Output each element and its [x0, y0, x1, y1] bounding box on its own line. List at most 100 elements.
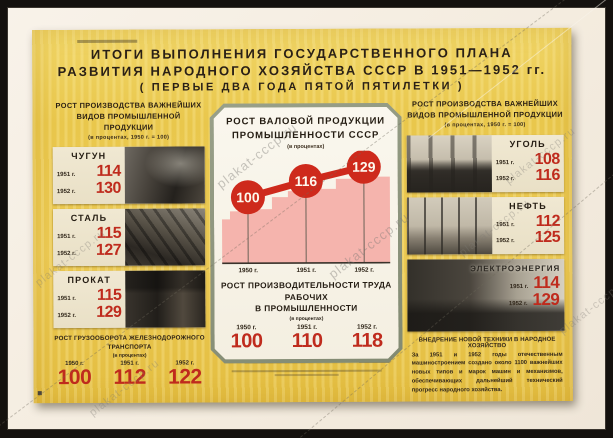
- chart-x-axis: 1950 г. 1951 г. 1952 г.: [218, 267, 394, 278]
- stat-year: 1952 г.: [496, 238, 515, 244]
- stat-block-prokat: ПРОКАТ 1951 г. 115 1952 г. 129: [53, 271, 205, 329]
- gross-output-title-line1: РОСТ ВАЛОВОЙ ПРОДУКЦИИ: [214, 115, 398, 129]
- stat-label: СТАЛЬ 1951 г. 115 1952 г. 127: [53, 209, 125, 266]
- stat-name: ЧУГУН: [56, 151, 122, 161]
- productivity-title-line2: В ПРОМЫШЛЕННОСТИ: [214, 303, 398, 315]
- chart-x-label: 1952 г.: [354, 267, 374, 274]
- stat-year: 1952 г.: [57, 251, 76, 257]
- stat-value: 115: [97, 226, 121, 241]
- stat-row: 1951 г. 112: [495, 214, 561, 229]
- productivity-value: 118: [352, 330, 383, 350]
- stat-value: 112: [536, 214, 560, 229]
- poster-title-line2: РАЗВИТИЯ НАРОДНОГО ХОЗЯЙСТВА СССР В 1951…: [32, 61, 571, 81]
- chart-x-label: 1951 г.: [296, 267, 316, 274]
- left-header-line1: РОСТ ПРОИЗВОДСТВА ВАЖНЕЙШИХ: [52, 101, 204, 112]
- stat-year: 1951 г.: [510, 284, 529, 290]
- rail-transport-values: 1950 г. 100 1951 г. 112 1952 г. 122: [54, 358, 206, 388]
- central-panel-inner: РОСТ ВАЛОВОЙ ПРОДУКЦИИ ПРОМЫШЛЕННОСТИ СС…: [214, 107, 399, 360]
- productivity-value: 100: [231, 331, 263, 351]
- productivity-title-line1: РОСТ ПРОИЗВОДИТЕЛЬНОСТИ ТРУДА РАБОЧИХ: [214, 279, 398, 303]
- stat-value: 108: [535, 152, 560, 167]
- right-header-line2: ВИДОВ ПРОМЫШЛЕННОЙ ПРОДУКЦИИ: [407, 110, 564, 121]
- stat-row: 1951 г. 114: [56, 164, 122, 179]
- stat-row: 1952 г. 129: [56, 304, 122, 319]
- stat-value: 114: [533, 275, 559, 291]
- rail-value: 112: [113, 367, 145, 388]
- chart-node-value: 129: [352, 159, 376, 175]
- stat-name: СТАЛЬ: [56, 213, 122, 223]
- coal-mine-photo: [407, 135, 492, 192]
- stat-value: 125: [535, 230, 560, 245]
- stat-row: 1951 г. 108: [495, 152, 561, 167]
- stat-row: 1952 г. 130: [56, 180, 122, 195]
- productivity-title: РОСТ ПРОИЗВОДИТЕЛЬНОСТИ ТРУДА РАБОЧИХ В …: [214, 279, 398, 315]
- foundry-photo: [125, 147, 205, 204]
- gross-output-title-line2: ПРОМЫШЛЕННОСТИ СССР: [214, 128, 398, 142]
- stat-row: 1952 г. 116: [495, 168, 561, 183]
- page-number-mark: [38, 391, 42, 395]
- rail-value: 122: [168, 366, 202, 387]
- stat-row: 1952 г. 129: [464, 292, 560, 309]
- new-technology-section: ВНЕДРЕНИЕ НОВОЙ ТЕХНИКИ В НАРОДНОЕ ХОЗЯЙ…: [408, 337, 565, 395]
- rail-stat: 1950 г. 100: [58, 361, 92, 388]
- chart-baseline: [222, 263, 390, 264]
- stat-block-ugol: УГОЛЬ 1951 г. 108 1952 г. 116: [407, 135, 564, 193]
- stat-value: 115: [97, 288, 121, 303]
- chart-x-label: 1950 г.: [238, 267, 258, 274]
- productivity-section: РОСТ ПРОИЗВОДИТЕЛЬНОСТИ ТРУДА РАБОЧИХ В …: [214, 279, 398, 351]
- stat-name: ЭЛЕКТРОЭНЕРГИЯ: [464, 264, 560, 273]
- stat-block-elektroenergiya: ЭЛЕКТРОЭНЕРГИЯ 1951 г. 114 1952 г. 129: [407, 259, 564, 332]
- rail-transport-section: РОСТ ГРУЗООБОРОТА ЖЕЛЕЗНОДОРОЖНОГО ТРАНС…: [54, 335, 206, 388]
- new-technology-body: За 1951 и 1952 годы отечественным машино…: [412, 351, 563, 395]
- stat-year: 1952 г.: [496, 176, 515, 182]
- stat-label: НЕФТЬ 1951 г. 112 1952 г. 125: [492, 197, 564, 254]
- productivity-stat: 1951 г. 110: [292, 324, 323, 351]
- productivity-values: 1950 г. 100 1951 г. 110 1952 г. 118: [214, 321, 398, 351]
- stat-value: 114: [96, 164, 120, 179]
- stat-year: 1951 г.: [57, 234, 76, 240]
- stat-label: ПРОКАТ 1951 г. 115 1952 г. 129: [53, 271, 125, 328]
- gross-output-note: (в процентах): [214, 143, 398, 150]
- stat-block-stal: СТАЛЬ 1951 г. 115 1952 г. 127: [53, 209, 205, 267]
- right-header-line1: РОСТ ПРОИЗВОДСТВА ВАЖНЕЙШИХ: [406, 99, 563, 110]
- publisher-imprint-top: [77, 40, 137, 43]
- stat-year: 1951 г.: [496, 160, 515, 166]
- stat-year: 1951 г.: [57, 172, 76, 178]
- rail-transport-title: РОСТ ГРУЗООБОРОТА ЖЕЛЕЗНОДОРОЖНОГО ТРАНС…: [54, 335, 206, 353]
- stat-name: НЕФТЬ: [495, 201, 561, 211]
- gross-output-title: РОСТ ВАЛОВОЙ ПРОДУКЦИИ ПРОМЫШЛЕННОСТИ СС…: [214, 115, 398, 142]
- stat-value: 129: [532, 292, 559, 308]
- stat-row: 1952 г. 127: [56, 242, 122, 257]
- stat-year: 1952 г.: [57, 313, 76, 319]
- steel-mill-photo: [125, 209, 205, 266]
- right-column-header: РОСТ ПРОИЗВОДСТВА ВАЖНЕЙШИХ ВИДОВ ПРОМЫШ…: [406, 99, 563, 130]
- rail-stat: 1952 г. 122: [168, 360, 202, 387]
- gross-output-chart: 100 116 129 1950 г. 1951 г. 1952 г.: [218, 151, 395, 278]
- left-header-line2: ВИДОВ ПРОМЫШЛЕННОЙ ПРОДУКЦИИ: [53, 111, 205, 133]
- stat-year: 1951 г.: [57, 296, 76, 302]
- left-header-note: (в процентах, 1950 г. = 100): [53, 134, 205, 143]
- stat-row: 1951 г. 115: [56, 226, 122, 241]
- content-columns: РОСТ ПРОИЗВОДСТВА ВАЖНЕЙШИХ ВИДОВ ПРОМЫШ…: [32, 92, 572, 396]
- stat-row: 1951 г. 114: [464, 275, 560, 292]
- right-header-note: (в процентах, 1950 г. = 100): [407, 122, 564, 131]
- left-column: РОСТ ПРОИЗВОДСТВА ВАЖНЕЙШИХ ВИДОВ ПРОМЫШ…: [52, 101, 205, 397]
- rail-value: 100: [58, 367, 92, 388]
- central-panel: РОСТ ВАЛОВОЙ ПРОДУКЦИИ ПРОМЫШЛЕННОСТИ СС…: [210, 103, 403, 364]
- rolling-mill-photo: [125, 271, 205, 328]
- poster-title: ИТОГИ ВЫПОЛНЕНИЯ ГОСУДАРСТВЕННОГО ПЛАНА …: [32, 28, 571, 95]
- rail-stat: 1951 г. 112: [113, 361, 146, 388]
- chart-node-value: 100: [236, 189, 260, 205]
- stat-year: 1951 г.: [496, 222, 515, 228]
- stat-year: 1952 г.: [57, 189, 76, 195]
- stat-block-chugun: ЧУГУН 1951 г. 114 1952 г. 130: [53, 147, 205, 205]
- chart-node-value: 116: [295, 173, 318, 189]
- productivity-stat: 1950 г. 100: [230, 324, 262, 351]
- left-column-header: РОСТ ПРОИЗВОДСТВА ВАЖНЕЙШИХ ВИДОВ ПРОМЫШ…: [52, 101, 204, 143]
- stat-year: 1952 г.: [509, 301, 528, 307]
- stat-value: 127: [96, 242, 121, 257]
- stat-row: 1952 г. 125: [495, 230, 561, 245]
- stat-label: ЧУГУН 1951 г. 114 1952 г. 130: [53, 147, 125, 204]
- publisher-imprint-bottom: [232, 370, 382, 377]
- oil-derricks-photo: [407, 197, 492, 254]
